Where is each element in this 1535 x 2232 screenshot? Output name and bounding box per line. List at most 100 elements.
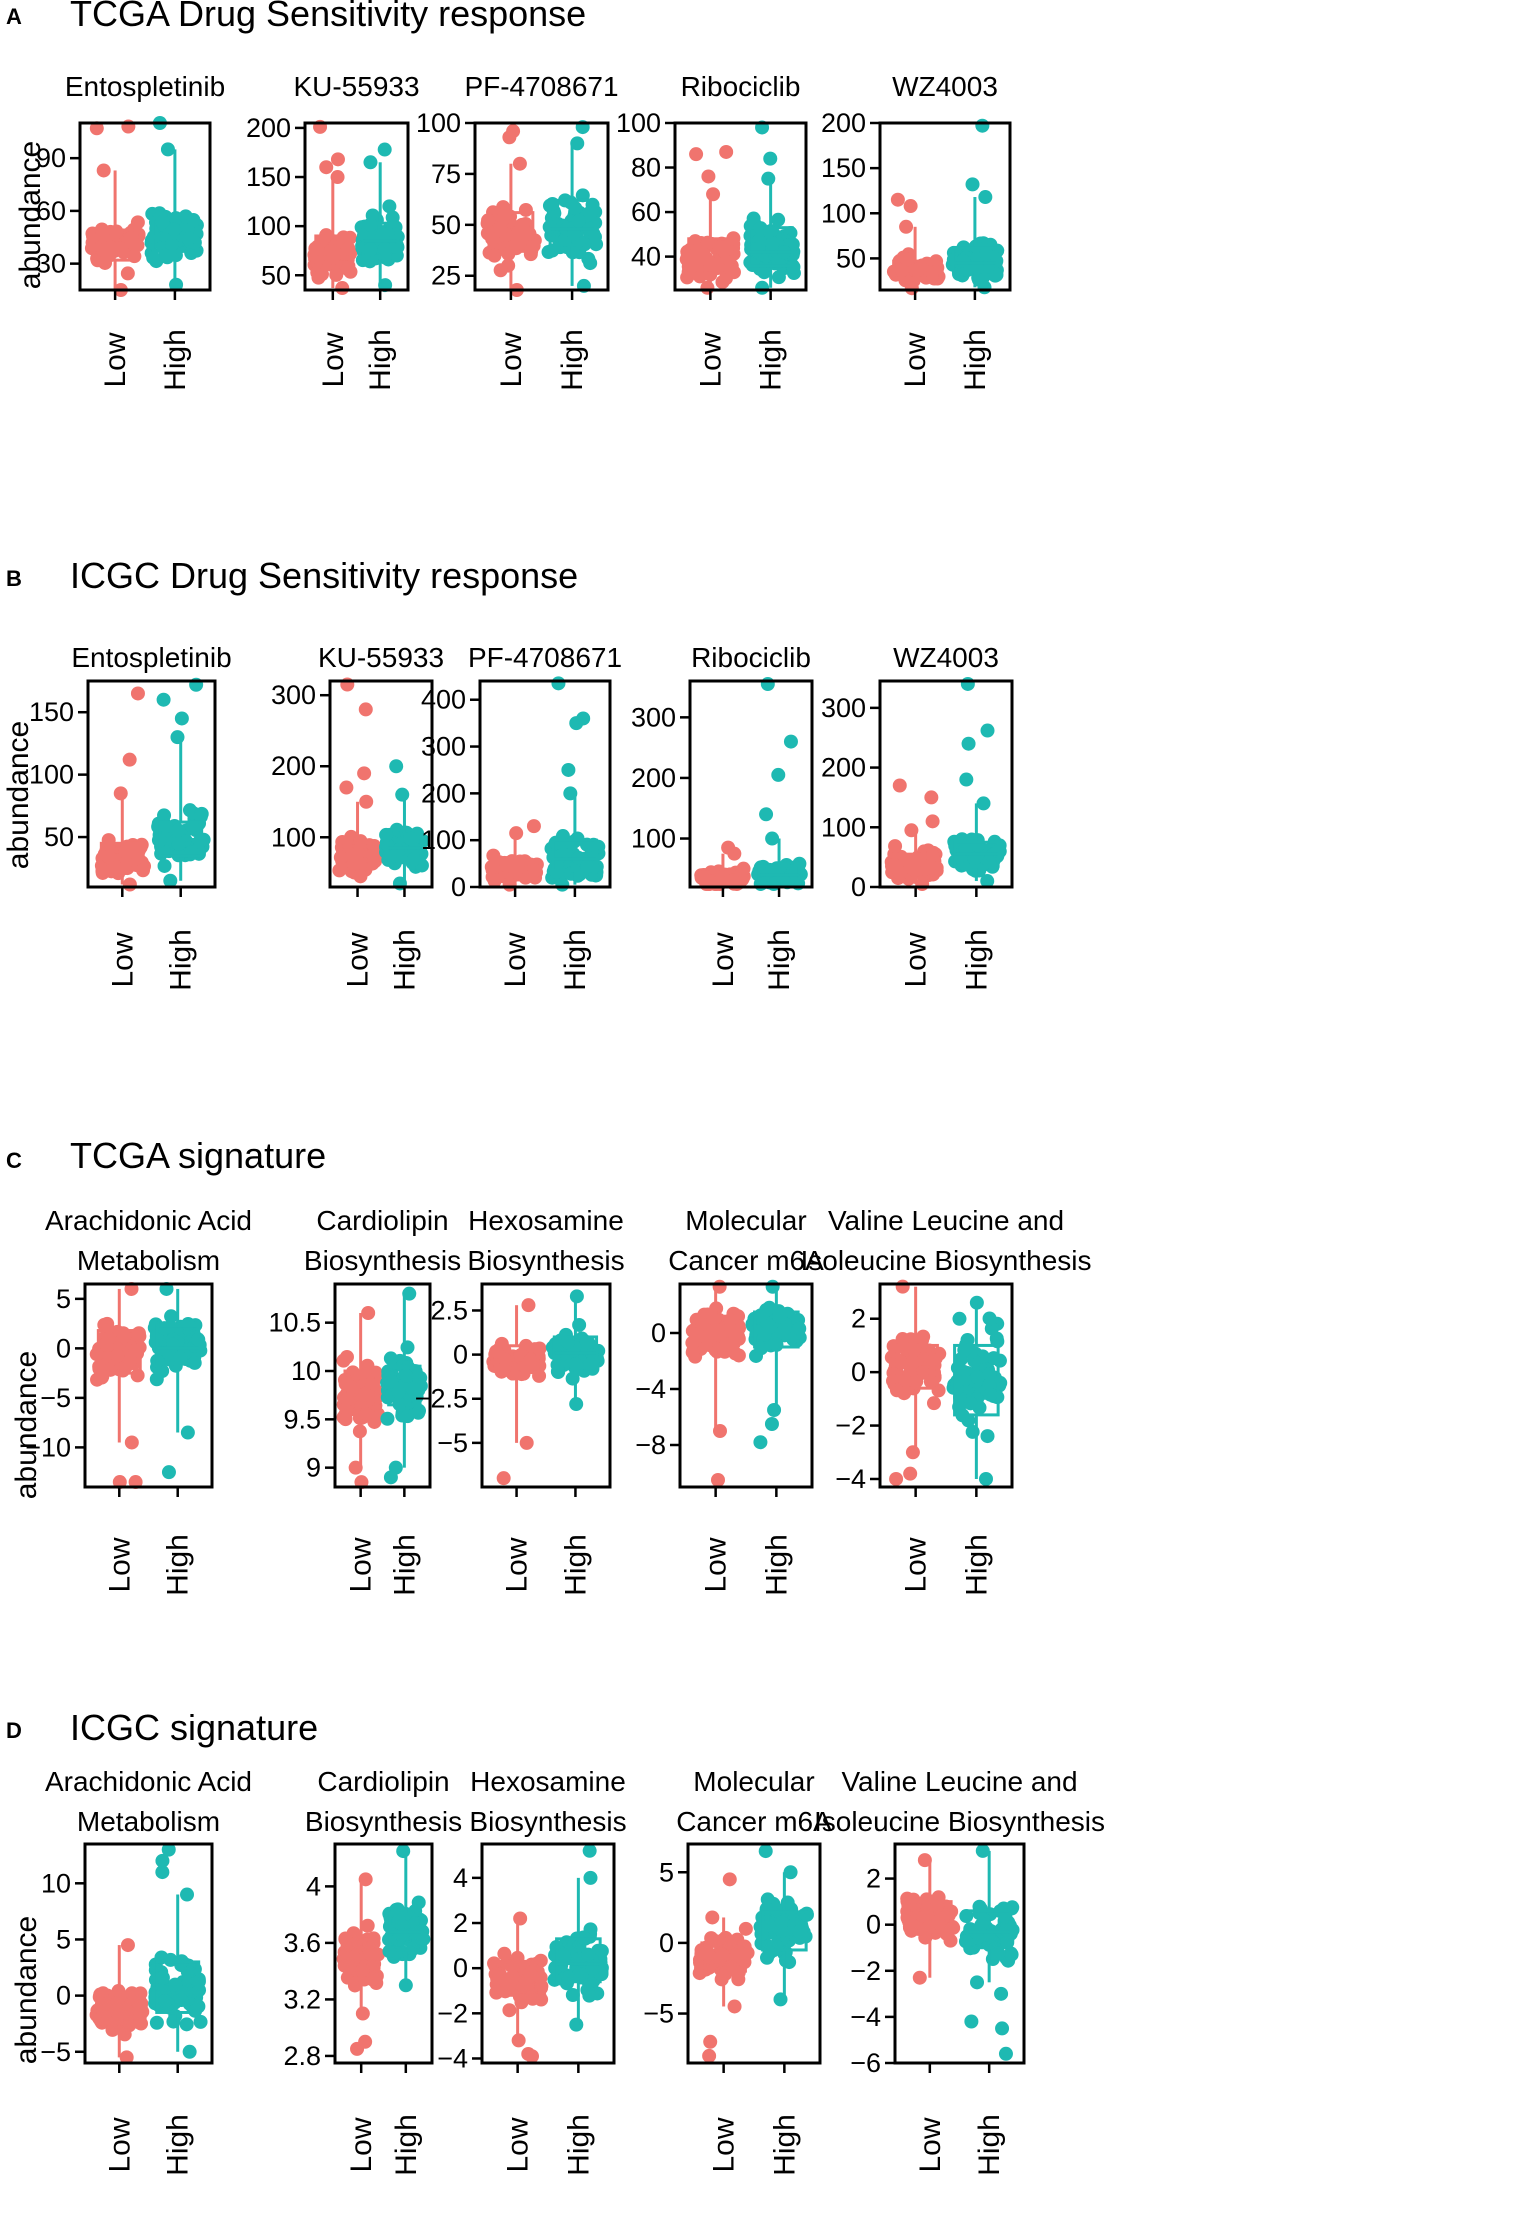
subplot-c-5: Valine Leucine and Isoleucine Biosynthesi… <box>800 1205 1091 1596</box>
outlier-point-high <box>783 734 798 749</box>
y-tick-label: 50 <box>44 822 74 852</box>
data-point-high <box>570 136 585 151</box>
box-high <box>548 198 596 247</box>
data-point-low <box>899 252 914 267</box>
data-point-low <box>516 1979 531 1994</box>
y-tick-label: 4 <box>306 1871 321 1901</box>
outlier-point-high <box>760 677 775 692</box>
data-point-low <box>114 241 129 256</box>
subplot-title: WZ4003 <box>892 71 998 102</box>
y-tick-label: 0 <box>451 872 466 902</box>
y-tick-label: 2 <box>851 1304 866 1334</box>
x-tick-label-high: High <box>959 329 992 391</box>
data-point-high <box>155 1970 170 1985</box>
data-point-low <box>122 877 137 892</box>
subplot-title: Molecular <box>685 1205 806 1236</box>
data-point-high <box>978 190 993 205</box>
subplot-c-2: Cardiolipin Biosynthesis 9 9.5 10 10.5 Low High <box>268 1205 461 1596</box>
panel-b-header: B ICGC Drug Sensitivity response <box>6 555 578 596</box>
y-tick-label: 200 <box>821 753 866 783</box>
subplot-title: Metabolism <box>77 1245 220 1276</box>
subplot-d-4: Molecular Cancer m6A −5 0 5 Low High <box>643 1766 832 2176</box>
box-low <box>493 1344 540 1371</box>
data-point-low <box>487 1956 502 1971</box>
plot-frame <box>480 1282 612 1489</box>
data-point-high <box>755 280 770 295</box>
y-tick-label: 0 <box>851 1357 866 1387</box>
data-point-low <box>923 1374 938 1389</box>
x-tick-label-low: Low <box>495 332 528 387</box>
y-tick-label: −8 <box>635 1430 666 1460</box>
data-point-low <box>360 1918 375 1933</box>
data-point-high <box>765 831 780 846</box>
panel-a-letter: A <box>6 4 22 29</box>
outlier-point-high <box>753 1435 768 1450</box>
x-tick-label-low: Low <box>501 1537 534 1592</box>
data-point-high <box>363 242 378 257</box>
x-tick-label-high: High <box>960 929 993 991</box>
data-point-low <box>361 1306 376 1320</box>
box-high <box>761 1910 808 1952</box>
outlier-point-low <box>710 1473 725 1487</box>
y-tick-label: 200 <box>271 751 316 781</box>
plot-frame <box>686 1842 822 2065</box>
data-point-low <box>101 1331 116 1346</box>
data-point-low <box>108 859 123 874</box>
y-tick-label: 100 <box>271 822 316 852</box>
x-tick-label-high: High <box>556 329 589 391</box>
data-point-high <box>571 213 586 228</box>
data-point-high <box>970 1930 985 1945</box>
y-tick-label: 0 <box>659 1928 674 1958</box>
subplot-title: PF-4708671 <box>468 642 622 673</box>
data-point-high <box>980 1429 995 1444</box>
data-point-high <box>583 256 598 271</box>
subplot-title: Isoleucine Biosynthesis <box>814 1806 1105 1837</box>
data-point-high <box>560 1335 575 1350</box>
y-axis-label: abundance <box>10 1351 43 1499</box>
data-point-high <box>399 1368 414 1383</box>
y-tick-label: 50 <box>836 243 866 273</box>
data-point-low <box>341 241 356 256</box>
data-point-high <box>579 1335 594 1350</box>
y-tick-label: −5 <box>643 1999 674 2029</box>
data-point-low <box>355 2006 370 2021</box>
subplot-title: KU-55933 <box>293 71 419 102</box>
data-point-high <box>970 1975 985 1990</box>
y-tick-label: 60 <box>36 196 66 226</box>
x-tick-label-low: Low <box>317 332 350 387</box>
plot-frame <box>480 1842 616 2065</box>
plot-frame <box>303 121 410 292</box>
y-tick-label: −2.5 <box>415 1384 468 1414</box>
data-point-low <box>931 1915 946 1930</box>
x-tick-label-high: High <box>755 329 788 391</box>
panel-c-header: C TCGA signature <box>6 1135 326 1176</box>
data-point-high <box>173 1350 188 1365</box>
x-tick-label-low: Low <box>106 932 139 987</box>
subplot-title: Cardiolipin <box>316 1205 448 1236</box>
data-point-high <box>363 155 378 170</box>
subplot-c-4: Molecular Cancer m6A −8 −4 0 Low High <box>635 1205 824 1596</box>
x-tick-label-low: Low <box>899 332 932 387</box>
outlier-point-low <box>924 790 939 805</box>
y-tick-label: 100 <box>421 825 466 855</box>
subplot-title: Isoleucine Biosynthesis <box>800 1245 1091 1276</box>
outlier-point-high <box>758 1844 773 1859</box>
y-axis-label: abundance <box>2 721 35 869</box>
data-point-high <box>963 1396 978 1411</box>
data-point-high <box>193 2014 208 2029</box>
outlier-point-low <box>903 1466 918 1481</box>
data-point-high <box>768 1901 783 1916</box>
subplot-a-5: WZ4003 50 100 150 200 Low High <box>821 71 1012 391</box>
x-tick-label-low: Low <box>900 932 933 987</box>
data-point-high <box>168 1977 183 1992</box>
data-point-low <box>895 1279 910 1294</box>
data-point-low <box>105 2022 120 2037</box>
y-axis-label: abundance <box>14 141 47 289</box>
plot-frame <box>878 679 1014 889</box>
panel-d-y-label: abundance <box>10 1916 43 2064</box>
outlier-point-low <box>702 2048 717 2063</box>
plot-frame <box>478 679 612 889</box>
plot-frame <box>893 1842 1026 2065</box>
data-point-low <box>353 834 368 849</box>
data-point-low <box>111 2007 126 2022</box>
